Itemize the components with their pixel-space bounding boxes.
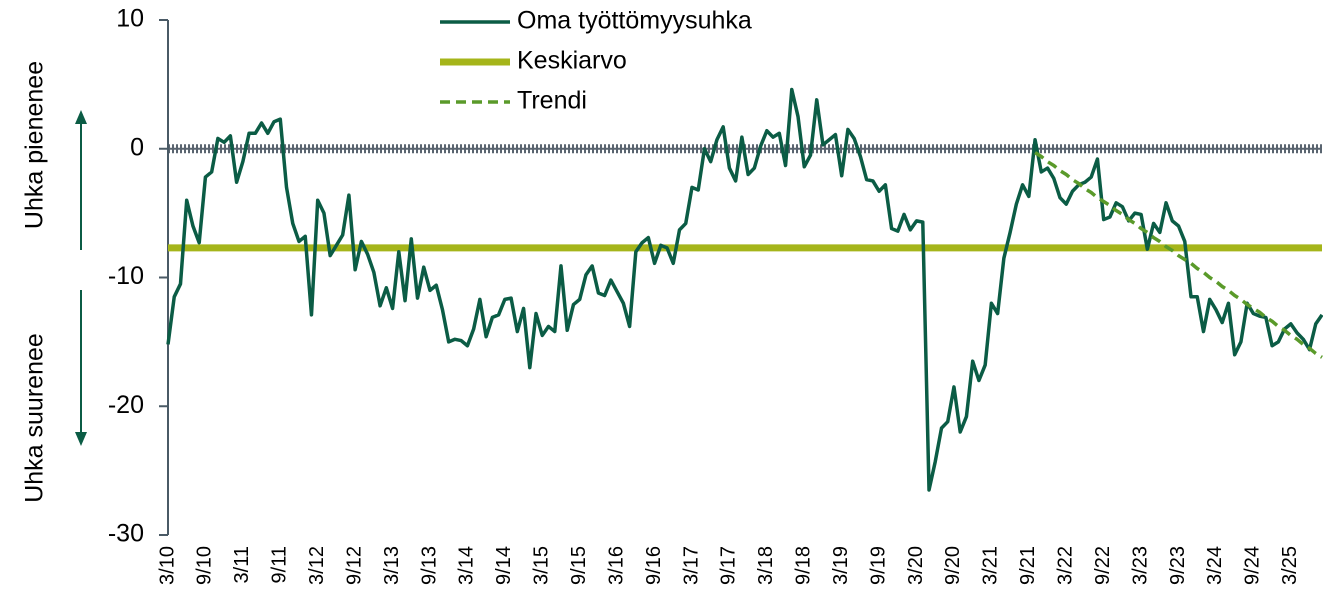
y-tick-label: -10 [108, 262, 144, 290]
x-tick-label: 9/16 [643, 546, 665, 585]
x-tick-label: 9/18 [793, 546, 815, 585]
x-tick-label: 3/23 [1129, 546, 1151, 585]
trend-line [1034, 151, 1323, 359]
x-tick-label: 3/14 [456, 546, 478, 585]
x-tick-label: 3/21 [980, 546, 1002, 585]
legend-label: Keskiarvo [517, 47, 627, 75]
x-tick-label: 9/21 [1017, 546, 1039, 585]
x-tick-label: 3/25 [1279, 546, 1301, 585]
x-tick-label: 9/12 [343, 546, 365, 585]
x-tick-label: 3/19 [830, 546, 852, 585]
x-tick-label: 9/13 [418, 546, 440, 585]
x-tick-label: 3/10 [156, 546, 178, 585]
x-tick-label: 3/16 [605, 546, 627, 585]
y-tick-label: -30 [108, 520, 144, 548]
x-tick-label: 9/20 [942, 546, 964, 585]
y-tick-label: 0 [130, 133, 144, 161]
x-tick-label: 3/17 [680, 546, 702, 585]
y-tick-label: 10 [116, 5, 144, 33]
x-tick-label: 9/14 [493, 546, 515, 585]
arrow-up [75, 110, 87, 250]
x-tick-label: 9/11 [269, 546, 291, 583]
x-tick-label: 9/10 [194, 546, 216, 585]
x-tick-label: 3/18 [755, 546, 777, 585]
legend-label: Trendi [517, 87, 587, 115]
y-annotation-down: Uhka suurenee [21, 333, 49, 503]
x-tick-label: 3/22 [1055, 546, 1077, 585]
x-tick-label: 3/20 [905, 546, 927, 585]
x-tick-label: 9/24 [1242, 546, 1264, 585]
arrow-down [75, 290, 87, 446]
x-tick-label: 9/23 [1167, 546, 1189, 585]
x-tick-label: 3/11 [231, 546, 253, 583]
x-tick-label: 3/15 [531, 546, 553, 585]
legend-label: Oma työttömyysuhka [517, 7, 752, 35]
x-tick-label: 9/15 [568, 546, 590, 585]
x-tick-label: 3/24 [1204, 546, 1226, 585]
x-tick-label: 9/22 [1092, 546, 1114, 585]
x-tick-label: 3/12 [306, 546, 328, 585]
y-tick-label: -20 [108, 391, 144, 419]
x-tick-label: 3/13 [381, 546, 403, 585]
x-tick-label: 9/19 [867, 546, 889, 585]
x-tick-label: 9/17 [718, 546, 740, 585]
y-annotation-up: Uhka pienenee [21, 61, 49, 229]
